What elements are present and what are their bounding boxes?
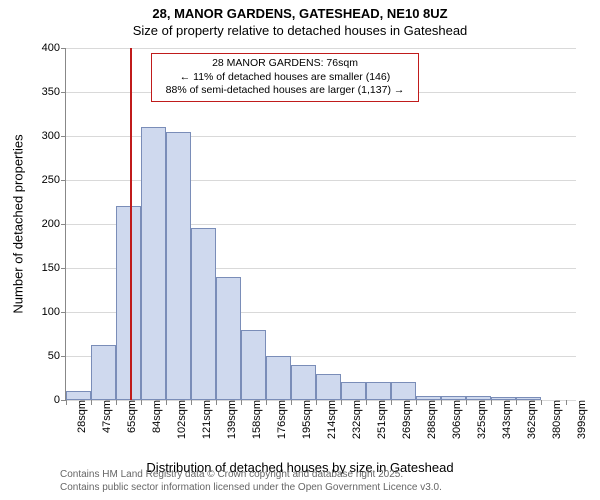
x-tick-mark <box>141 400 142 405</box>
x-tick-mark <box>116 400 117 405</box>
y-tick-label: 300 <box>42 130 66 142</box>
x-tick-mark <box>166 400 167 405</box>
x-tick-mark <box>341 400 342 405</box>
histogram-bar <box>191 228 216 400</box>
x-tick-label: 158sqm <box>245 400 263 439</box>
x-tick-label: 121sqm <box>195 400 213 439</box>
histogram-bar <box>266 356 291 400</box>
chart-title-sub: Size of property relative to detached ho… <box>0 21 600 38</box>
x-tick-label: 139sqm <box>220 400 238 439</box>
x-tick-mark <box>316 400 317 405</box>
x-tick-mark <box>66 400 67 405</box>
x-tick-mark <box>416 400 417 405</box>
info-box-line: 28 MANOR GARDENS: 76sqm <box>158 57 412 71</box>
chart-container: 28, MANOR GARDENS, GATESHEAD, NE10 8UZ S… <box>0 0 600 500</box>
x-tick-label: 306sqm <box>445 400 463 439</box>
x-tick-mark <box>241 400 242 405</box>
x-tick-mark <box>91 400 92 405</box>
x-tick-mark <box>541 400 542 405</box>
reference-line <box>130 48 132 400</box>
x-tick-label: 380sqm <box>545 400 563 439</box>
y-gridline <box>66 48 576 49</box>
histogram-bar <box>241 330 266 400</box>
x-tick-label: 362sqm <box>520 400 538 439</box>
x-tick-mark <box>466 400 467 405</box>
x-tick-label: 232sqm <box>345 400 363 439</box>
x-tick-mark <box>266 400 267 405</box>
histogram-bar <box>141 127 166 400</box>
x-tick-label: 176sqm <box>270 400 288 439</box>
histogram-bar <box>166 132 191 400</box>
y-tick-label: 200 <box>42 218 66 230</box>
histogram-bar <box>91 345 116 400</box>
x-tick-label: 343sqm <box>495 400 513 439</box>
x-tick-mark <box>216 400 217 405</box>
plot-area: 05010015020025030035040028sqm47sqm65sqm8… <box>65 48 576 401</box>
y-tick-label: 350 <box>42 86 66 98</box>
info-box-line: ← 11% of detached houses are smaller (14… <box>158 71 412 85</box>
x-tick-label: 47sqm <box>95 400 113 433</box>
y-tick-label: 50 <box>48 350 66 362</box>
info-box-line: 88% of semi-detached houses are larger (… <box>158 84 412 98</box>
chart-title-main: 28, MANOR GARDENS, GATESHEAD, NE10 8UZ <box>0 0 600 21</box>
x-tick-label: 65sqm <box>120 400 138 433</box>
y-tick-label: 150 <box>42 262 66 274</box>
footer-line-1: Contains HM Land Registry data © Crown c… <box>60 469 442 482</box>
x-tick-label: 288sqm <box>420 400 438 439</box>
y-tick-label: 250 <box>42 174 66 186</box>
x-tick-label: 84sqm <box>145 400 163 433</box>
y-axis-label: Number of detached properties <box>11 134 26 313</box>
footer-attribution: Contains HM Land Registry data © Crown c… <box>60 469 442 494</box>
y-tick-label: 400 <box>42 42 66 54</box>
x-tick-label: 28sqm <box>70 400 88 433</box>
y-tick-label: 100 <box>42 306 66 318</box>
histogram-bar <box>66 391 91 400</box>
x-tick-mark <box>491 400 492 405</box>
x-tick-mark <box>391 400 392 405</box>
x-tick-mark <box>366 400 367 405</box>
histogram-bar <box>391 382 416 400</box>
histogram-bar <box>216 277 241 400</box>
histogram-bar <box>291 365 316 400</box>
footer-line-2: Contains public sector information licen… <box>60 482 442 495</box>
x-tick-label: 195sqm <box>295 400 313 439</box>
info-box: 28 MANOR GARDENS: 76sqm← 11% of detached… <box>151 53 419 102</box>
histogram-bar <box>116 206 141 400</box>
x-tick-label: 251sqm <box>370 400 388 439</box>
histogram-bar <box>366 382 391 400</box>
x-tick-label: 325sqm <box>470 400 488 439</box>
x-tick-mark <box>441 400 442 405</box>
x-tick-label: 399sqm <box>570 400 588 439</box>
y-tick-label: 0 <box>54 394 66 406</box>
x-tick-label: 102sqm <box>170 400 188 439</box>
x-tick-label: 214sqm <box>320 400 338 439</box>
histogram-bar <box>316 374 341 400</box>
x-tick-mark <box>291 400 292 405</box>
x-tick-mark <box>191 400 192 405</box>
x-tick-label: 269sqm <box>395 400 413 439</box>
histogram-bar <box>341 382 366 400</box>
x-tick-mark <box>516 400 517 405</box>
x-tick-mark <box>566 400 567 405</box>
